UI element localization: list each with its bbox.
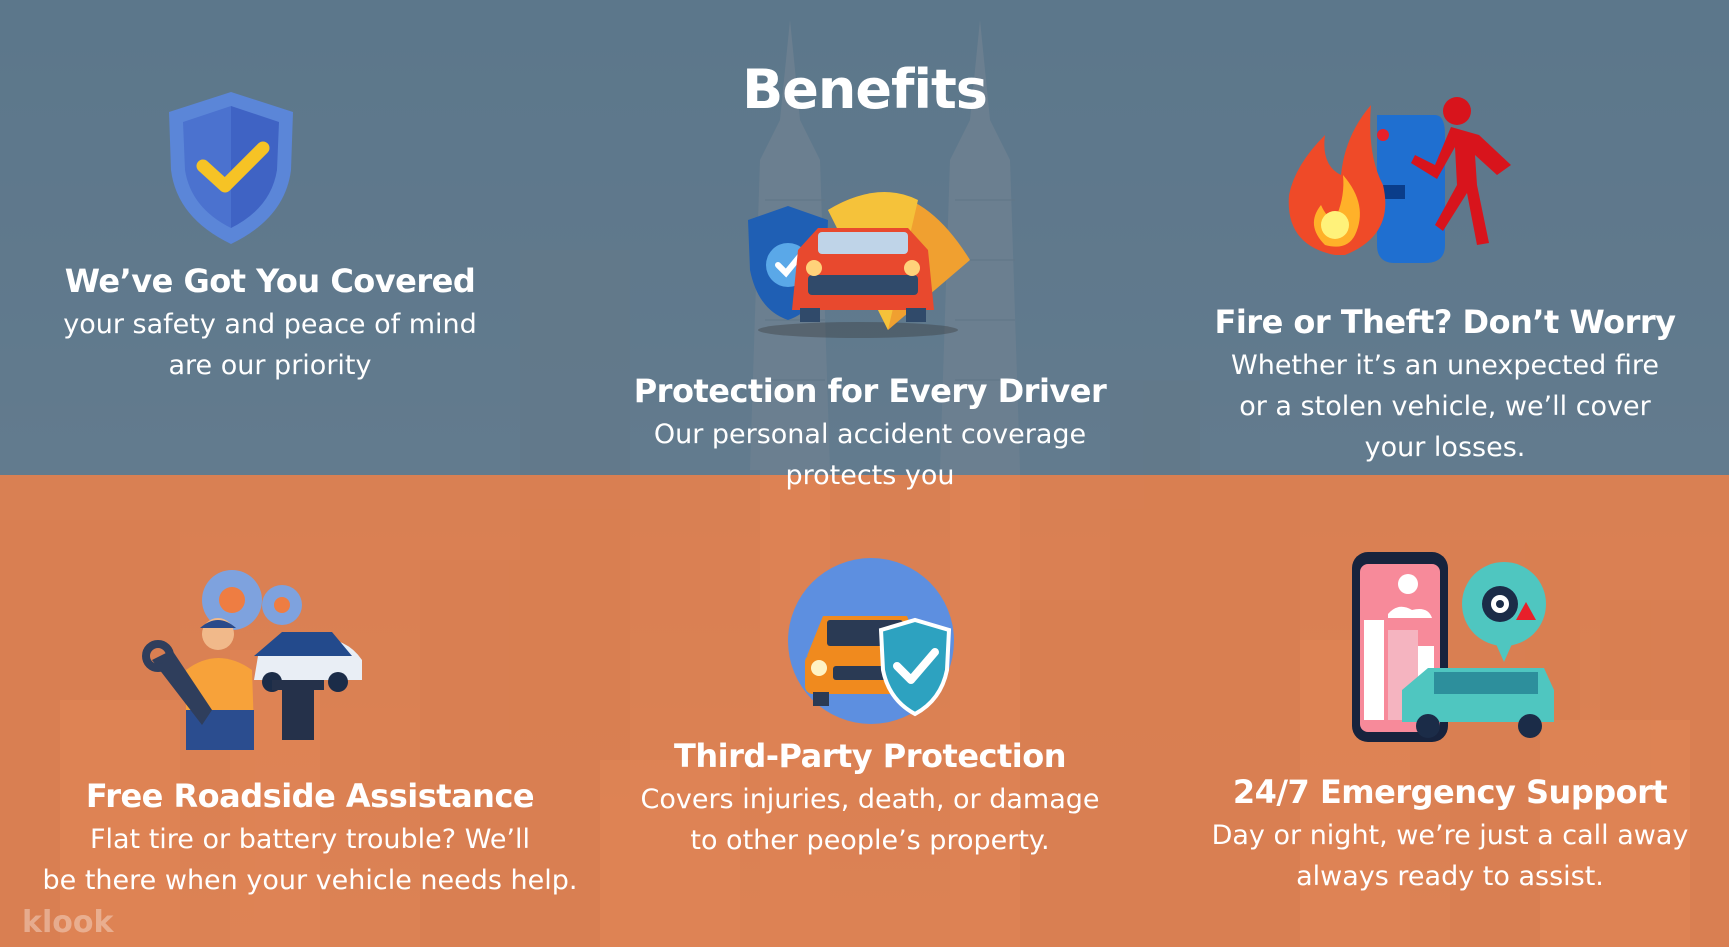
benefit-card-protection: Protection for Every Driver Our personal… <box>630 372 1110 496</box>
benefit-card-covered: We’ve Got You Covered your safety and pe… <box>40 262 500 386</box>
benefit-description: Whether it’s an unexpected fire or a sto… <box>1205 345 1685 468</box>
phone-emergency-support-icon <box>1352 552 1554 742</box>
benefit-description: Covers injuries, death, or damage to oth… <box>630 779 1110 861</box>
benefit-line: Covers injuries, death, or damage <box>640 784 1100 815</box>
benefit-description: Our personal accident coverage protects … <box>630 414 1110 496</box>
mechanic-roadside-icon <box>142 570 362 750</box>
car-umbrella-shield-icon <box>748 192 970 338</box>
benefit-title: Fire or Theft? Don’t Worry <box>1214 303 1676 341</box>
car-shield-badge-icon <box>788 558 954 724</box>
benefit-card-emergency: 24/7 Emergency Support Day or night, we’… <box>1200 773 1700 897</box>
shield-check-icon <box>169 92 293 244</box>
benefit-card-third-party: Third-Party Protection Covers injuries, … <box>630 737 1110 861</box>
benefit-line: Our personal accident coverage <box>653 419 1087 450</box>
benefit-title: Third-Party Protection <box>673 737 1067 775</box>
benefit-line: your safety and peace of mind <box>63 309 477 340</box>
benefit-line: Whether it’s an unexpected fire <box>1231 350 1659 381</box>
benefit-title: 24/7 Emergency Support <box>1232 773 1668 811</box>
benefit-line: always ready to assist. <box>1296 861 1604 892</box>
benefit-title: Free Roadside Assistance <box>85 777 535 815</box>
benefit-line: your losses. <box>1364 432 1526 463</box>
benefit-description: Day or night, we’re just a call away alw… <box>1200 815 1700 897</box>
benefit-line: Day or night, we’re just a call away <box>1211 820 1689 851</box>
page-title: Benefits <box>742 58 988 121</box>
benefit-line: to other people’s property. <box>690 825 1050 856</box>
benefit-title: We’ve Got You Covered <box>64 262 476 300</box>
benefit-line: are our priority <box>168 350 372 381</box>
benefit-line: protects you <box>785 460 955 491</box>
benefit-line: be there when your vehicle needs help. <box>42 865 578 896</box>
benefit-line: or a stolen vehicle, we’ll cover <box>1239 391 1651 422</box>
benefit-card-fire-theft: Fire or Theft? Don’t Worry Whether it’s … <box>1205 303 1685 468</box>
benefit-line: Flat tire or battery trouble? We’ll <box>89 824 531 855</box>
benefit-card-roadside: Free Roadside Assistance Flat tire or ba… <box>20 777 600 901</box>
fire-theft-icon <box>1288 97 1511 263</box>
benefit-title: Protection for Every Driver <box>633 372 1107 410</box>
watermark-logo: klook <box>22 905 114 940</box>
benefit-description: your safety and peace of mind are our pr… <box>40 304 500 386</box>
benefit-description: Flat tire or battery trouble? We’ll be t… <box>20 819 600 901</box>
